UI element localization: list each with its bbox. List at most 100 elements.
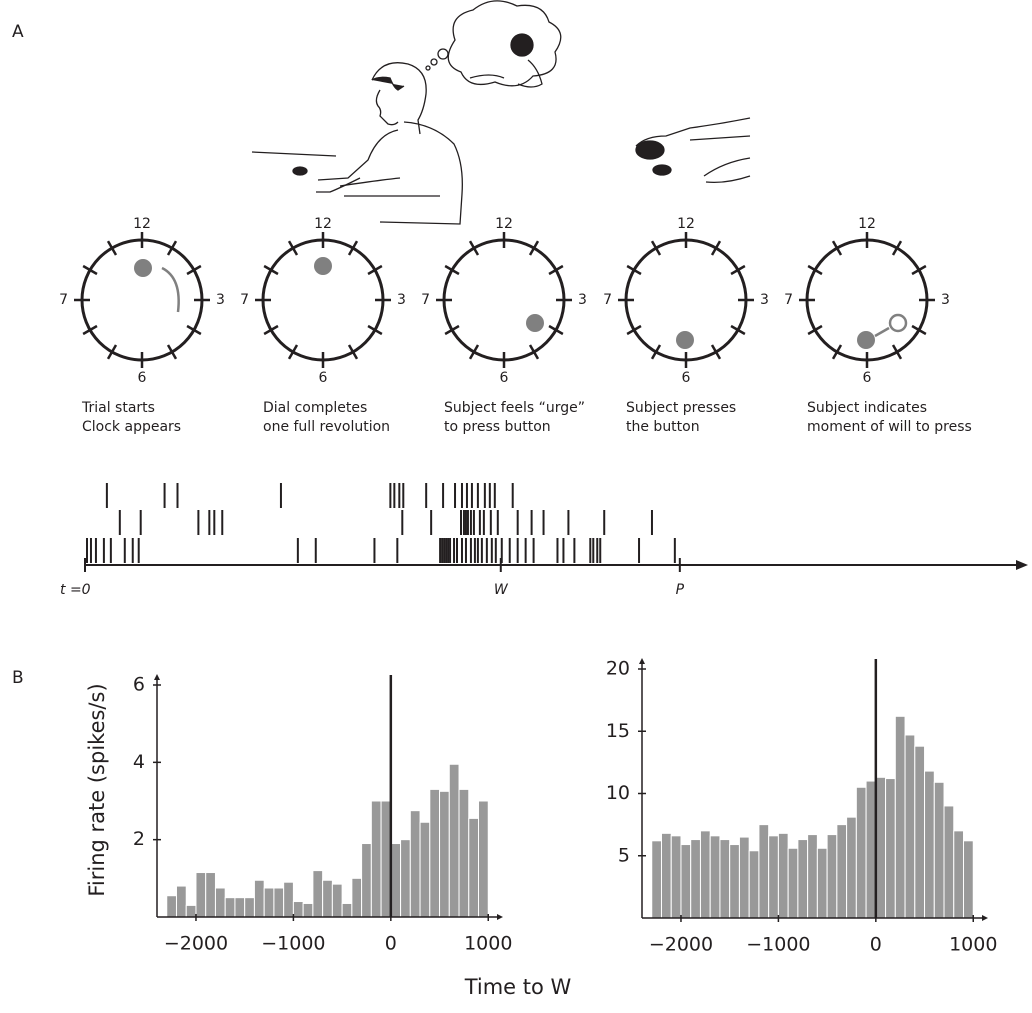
bar — [361, 843, 372, 918]
x-tick-label: W — [494, 582, 509, 598]
clock-number: 6 — [682, 370, 691, 386]
clock-tick — [367, 324, 383, 336]
bar — [846, 816, 857, 919]
clock-hand-dot — [314, 257, 332, 275]
x-tick-label: 0 — [385, 933, 397, 955]
clock-tick — [444, 324, 460, 336]
clock-caption: Clock appears — [82, 419, 181, 435]
bar — [478, 800, 489, 918]
clock-tick — [626, 264, 642, 276]
bar — [709, 835, 721, 919]
clock-open-dot — [888, 313, 908, 333]
x-tick-label: 1000 — [949, 934, 997, 956]
x-tick-label: 0 — [870, 934, 882, 956]
bar — [699, 830, 711, 919]
bar — [894, 715, 906, 919]
clock-tick — [650, 240, 662, 256]
clock-tick — [626, 324, 642, 336]
clock-number: 7 — [240, 292, 249, 308]
bar — [419, 821, 431, 918]
clock-arrow — [874, 326, 890, 338]
bar — [429, 788, 441, 918]
y-tick-label: 6 — [133, 674, 145, 696]
bar — [670, 835, 682, 919]
x-tick-label: −1000 — [261, 933, 325, 955]
clock-tick — [106, 344, 118, 360]
clock-caption: Subject indicates — [807, 400, 927, 416]
clock-tick — [807, 264, 823, 276]
x-tick-label: P — [676, 582, 685, 598]
clock-tick — [730, 324, 746, 336]
bar — [690, 839, 701, 919]
clock-tick — [287, 344, 299, 360]
clock-number: 3 — [760, 292, 769, 308]
clock-caption: the button — [626, 419, 700, 435]
bar — [195, 872, 207, 918]
clock-tick — [82, 264, 98, 276]
clock-number: 6 — [863, 370, 872, 386]
bar — [351, 877, 363, 918]
clock-number: 6 — [500, 370, 509, 386]
bar — [719, 839, 731, 919]
bar — [855, 786, 867, 919]
clock-hand-dot — [134, 259, 152, 277]
clock-caption: Subject feels “urge” — [444, 400, 585, 416]
bar — [234, 897, 246, 918]
clock-tick — [166, 240, 178, 256]
bar — [439, 790, 450, 918]
clock-number: 3 — [578, 292, 587, 308]
bar — [777, 832, 789, 919]
bar — [758, 824, 770, 919]
clock-tick — [367, 264, 383, 276]
bar — [273, 887, 285, 918]
y-tick-label: 20 — [606, 658, 630, 680]
x-axis-label: Time to W — [464, 975, 572, 999]
clock-number: 12 — [858, 216, 876, 232]
bar — [807, 834, 818, 919]
clock-tick — [911, 264, 927, 276]
clock-tick — [831, 240, 843, 256]
clock-tick — [106, 240, 118, 256]
bar — [214, 887, 226, 918]
clock-caption: Dial completes — [263, 400, 367, 416]
bar — [953, 830, 965, 919]
bar — [302, 902, 314, 918]
y-axis-label: Firing rate (spikes/s) — [85, 683, 109, 896]
axis-arrow — [1016, 560, 1028, 570]
y-tick-label: 5 — [618, 844, 630, 866]
bar — [370, 800, 382, 918]
clock-face — [80, 238, 204, 362]
bar — [914, 745, 926, 919]
clock-number: 12 — [314, 216, 332, 232]
y-tick-label: 15 — [606, 720, 630, 742]
bar — [816, 847, 828, 919]
bar — [448, 763, 460, 918]
x-tick-label: 1000 — [464, 933, 512, 955]
clock-tick — [166, 344, 178, 360]
bar — [885, 778, 896, 919]
bar — [400, 839, 411, 918]
bar — [185, 904, 197, 918]
bar — [331, 883, 343, 918]
bar — [738, 836, 750, 919]
illustration-hands — [635, 117, 751, 184]
bar — [729, 844, 740, 919]
bar — [797, 839, 809, 919]
clock-number: 12 — [495, 216, 513, 232]
bar — [263, 887, 275, 918]
bar — [205, 872, 216, 918]
bar — [244, 897, 255, 918]
axis-arrow — [497, 914, 503, 920]
clock-caption: Subject presses — [626, 400, 736, 416]
bar — [409, 810, 421, 918]
y-tick-label: 10 — [606, 782, 630, 804]
bar — [322, 879, 333, 918]
clock-tick — [444, 264, 460, 276]
clock-caption: to press button — [444, 419, 551, 435]
clock-tick — [468, 240, 480, 256]
clock-number: 3 — [941, 292, 950, 308]
bar — [904, 734, 916, 919]
axis-arrow — [639, 658, 645, 664]
clock-tick — [468, 344, 480, 360]
bar — [826, 834, 838, 919]
